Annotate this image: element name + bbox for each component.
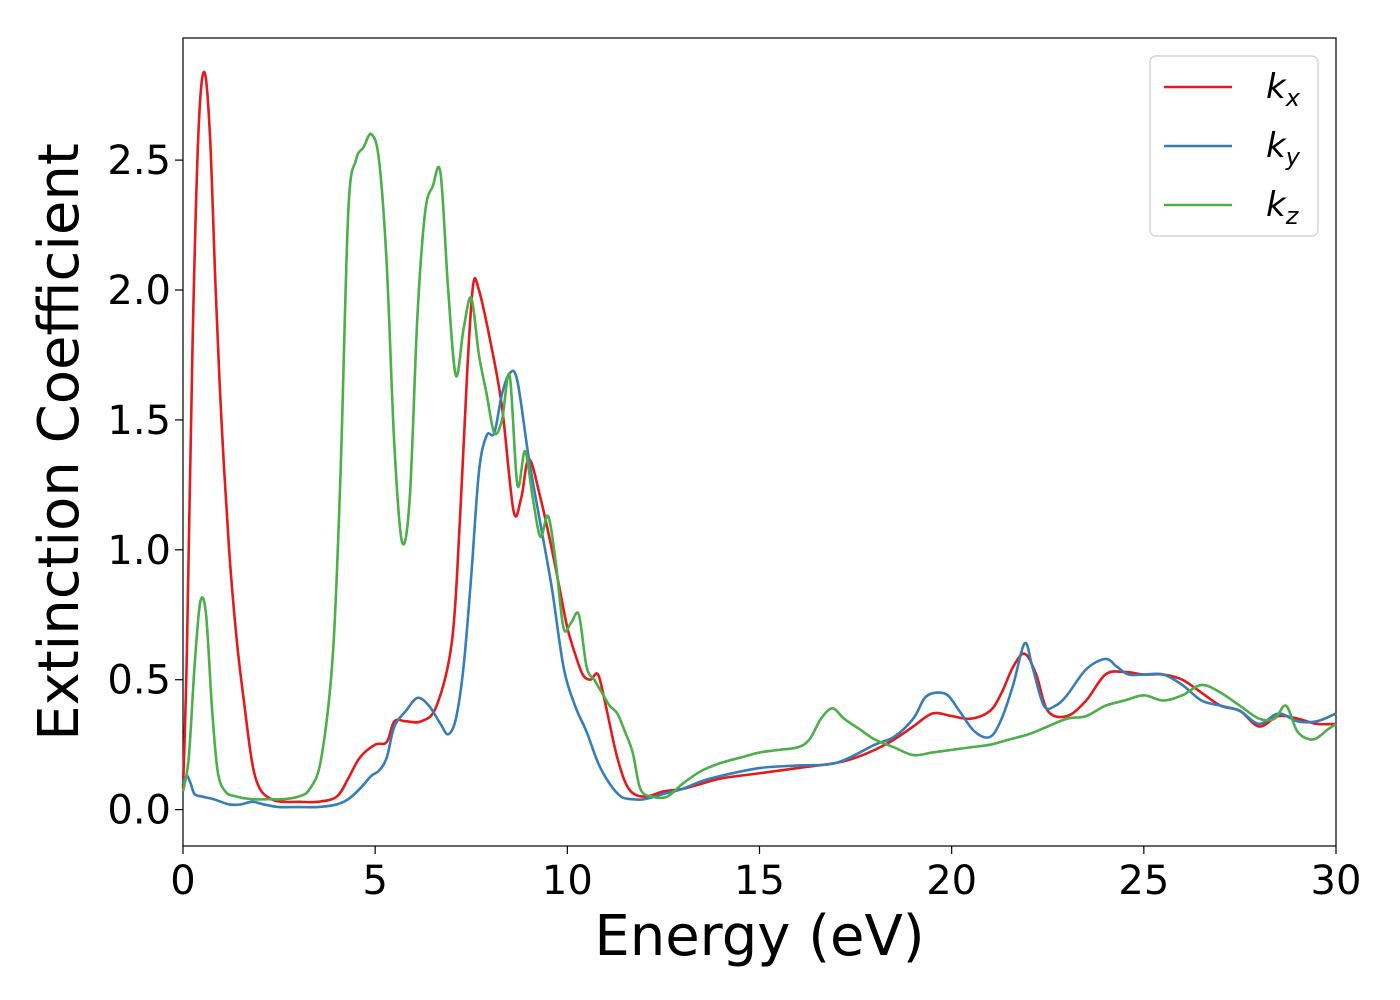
y-tick-label: 1.5 (107, 398, 171, 444)
y-tick-label: 0.0 (107, 788, 171, 834)
y-tick-label: 1.0 (107, 528, 171, 574)
x-tick-label: 0 (170, 858, 195, 904)
legend-label-subscript: x (1285, 84, 1301, 112)
legend-label-main: k (1266, 126, 1287, 166)
series-line-ky (181, 369, 1337, 809)
legend-box (1149, 55, 1319, 237)
y-axis-label: Extinction Coefficient (27, 143, 92, 741)
x-tick-label: 15 (734, 858, 785, 904)
legend-label-main: k (1266, 67, 1287, 107)
x-tick-label: 20 (926, 858, 977, 904)
legend-label-subscript: z (1285, 202, 1300, 230)
series-line-kx (181, 70, 1337, 804)
x-axis-ticks: 0 5 10 15 20 25 30 (170, 846, 1361, 904)
legend-label-ky: ky (1266, 126, 1301, 171)
legend-label-kz: kz (1266, 185, 1300, 230)
legend-label-subscript: y (1285, 143, 1301, 171)
y-axis-ticks: 0.0 0.5 1.0 1.5 2.0 2.5 (107, 138, 183, 834)
series-layer (181, 70, 1337, 809)
y-tick-label: 0.5 (107, 658, 171, 704)
y-tick-label: 2.0 (107, 268, 171, 314)
x-tick-label: 30 (1311, 858, 1362, 904)
x-axis-label: Energy (eV) (594, 904, 924, 969)
y-tick-label: 2.5 (107, 138, 171, 184)
x-tick-label: 10 (542, 858, 593, 904)
x-tick-label: 5 (362, 858, 387, 904)
legend-label-kx: kx (1266, 67, 1301, 112)
legend-label-main: k (1266, 185, 1287, 225)
series-line-kz (181, 132, 1337, 801)
x-tick-label: 25 (1118, 858, 1169, 904)
